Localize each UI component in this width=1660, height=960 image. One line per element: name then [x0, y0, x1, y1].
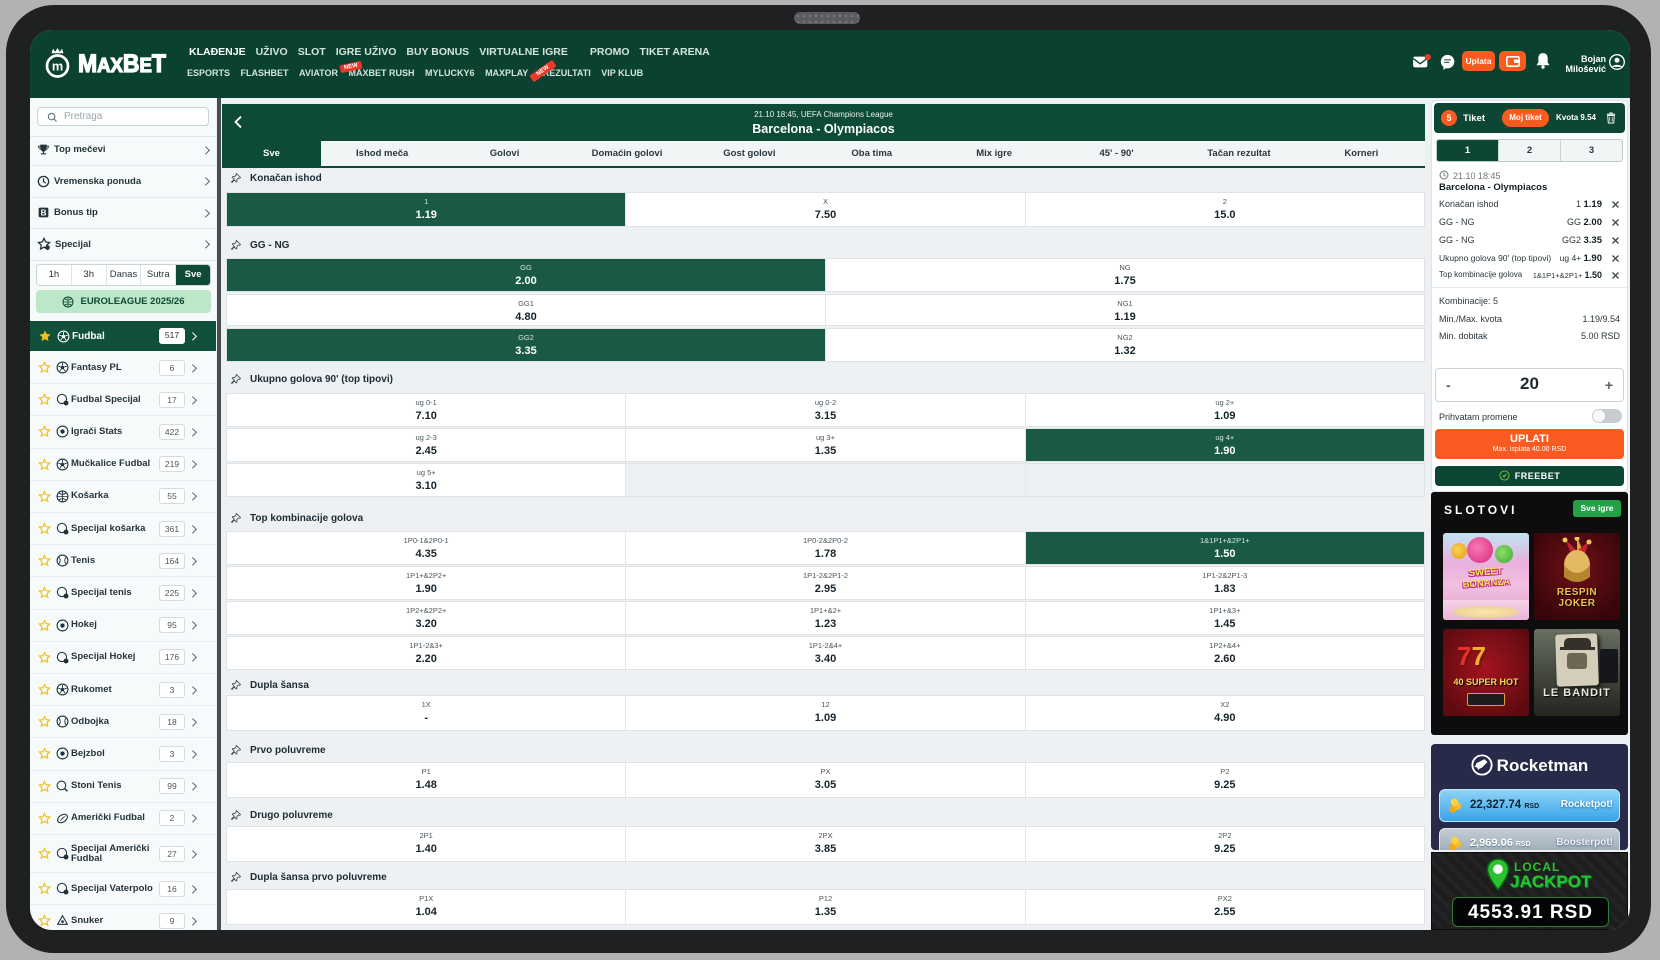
svg-text:m: m — [52, 59, 63, 74]
svg-text:B: B — [41, 208, 47, 217]
